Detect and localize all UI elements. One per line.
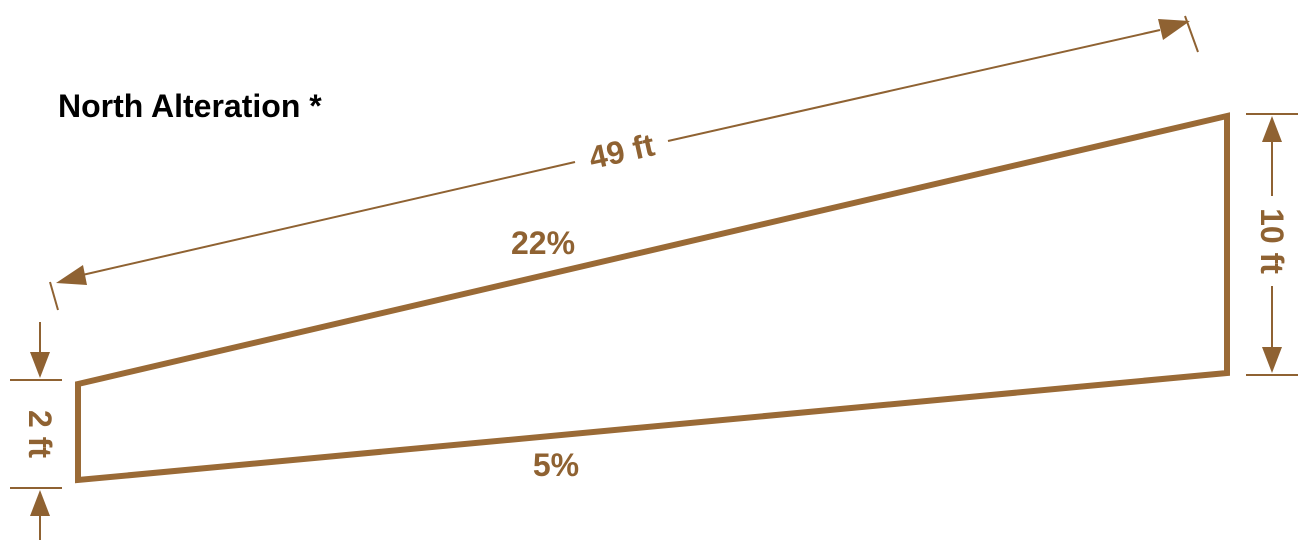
ramp-outline — [75, 112, 1230, 484]
length-dimension: 49 ft — [49, 15, 1199, 311]
left-height-label: 2 ft — [22, 410, 58, 458]
length-extension-left — [49, 281, 59, 311]
top-slope-label: 22% — [511, 225, 575, 261]
right-height-arrow-top — [1262, 116, 1282, 142]
left-height-arrow-bottom — [30, 490, 50, 516]
right-height-arrow-bottom — [1262, 347, 1282, 373]
right-height-label: 10 ft — [1254, 208, 1290, 274]
left-height-arrow-top — [30, 352, 50, 378]
bottom-slope-label: 5% — [533, 447, 579, 483]
length-arrow-right — [1158, 19, 1190, 40]
diagram-title: North Alteration * — [58, 88, 322, 124]
length-line-left — [77, 161, 576, 277]
length-label: 49 ft — [586, 126, 658, 175]
left-height-dimension: 2 ft — [10, 322, 62, 540]
length-arrow-left — [56, 265, 87, 285]
right-height-dimension: 10 ft — [1246, 113, 1298, 376]
length-line-right — [667, 29, 1161, 142]
